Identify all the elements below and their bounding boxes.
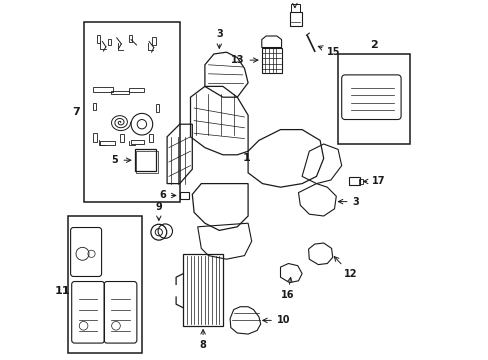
Bar: [261, 48, 281, 73]
Bar: [107, 39, 110, 45]
Bar: [129, 88, 143, 92]
Text: 3: 3: [216, 29, 222, 48]
Bar: [348, 177, 359, 185]
Text: 1: 1: [242, 153, 250, 163]
Bar: [337, 54, 409, 144]
Text: 6: 6: [159, 190, 176, 201]
Text: 13: 13: [230, 55, 257, 65]
Bar: [136, 151, 158, 173]
Text: 14: 14: [287, 0, 301, 8]
Bar: [120, 134, 123, 142]
Text: 12: 12: [334, 257, 356, 279]
Bar: [152, 37, 155, 45]
Bar: [179, 192, 188, 199]
Bar: [84, 22, 179, 202]
Bar: [131, 140, 143, 144]
Bar: [156, 104, 159, 112]
Bar: [93, 103, 96, 110]
Bar: [358, 179, 362, 184]
Text: 2: 2: [369, 40, 377, 50]
Text: 5: 5: [112, 155, 131, 165]
Bar: [289, 12, 302, 26]
Bar: [68, 216, 142, 353]
Bar: [134, 149, 156, 171]
Text: 15: 15: [318, 46, 340, 57]
Bar: [93, 87, 113, 92]
Bar: [97, 35, 101, 43]
Bar: [111, 91, 128, 94]
Text: 3: 3: [338, 197, 359, 207]
Bar: [93, 133, 97, 142]
Bar: [149, 134, 152, 142]
Bar: [183, 254, 223, 326]
Text: 17: 17: [363, 176, 385, 186]
Bar: [291, 4, 300, 12]
Text: 11: 11: [55, 286, 70, 296]
Text: 9: 9: [155, 202, 162, 220]
Bar: [101, 141, 115, 145]
Text: 7: 7: [72, 107, 80, 117]
Text: 10: 10: [262, 315, 290, 325]
Bar: [156, 227, 167, 238]
Bar: [128, 35, 132, 42]
Text: 16: 16: [281, 278, 294, 300]
Text: 8: 8: [199, 330, 206, 350]
